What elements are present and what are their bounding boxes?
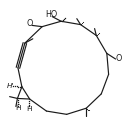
Text: O: O [115, 54, 122, 63]
Text: H̄: H̄ [15, 105, 21, 111]
Text: H: H [27, 106, 32, 112]
Text: O: O [26, 19, 33, 28]
Text: H': H' [7, 83, 15, 89]
Text: HO: HO [45, 10, 57, 19]
